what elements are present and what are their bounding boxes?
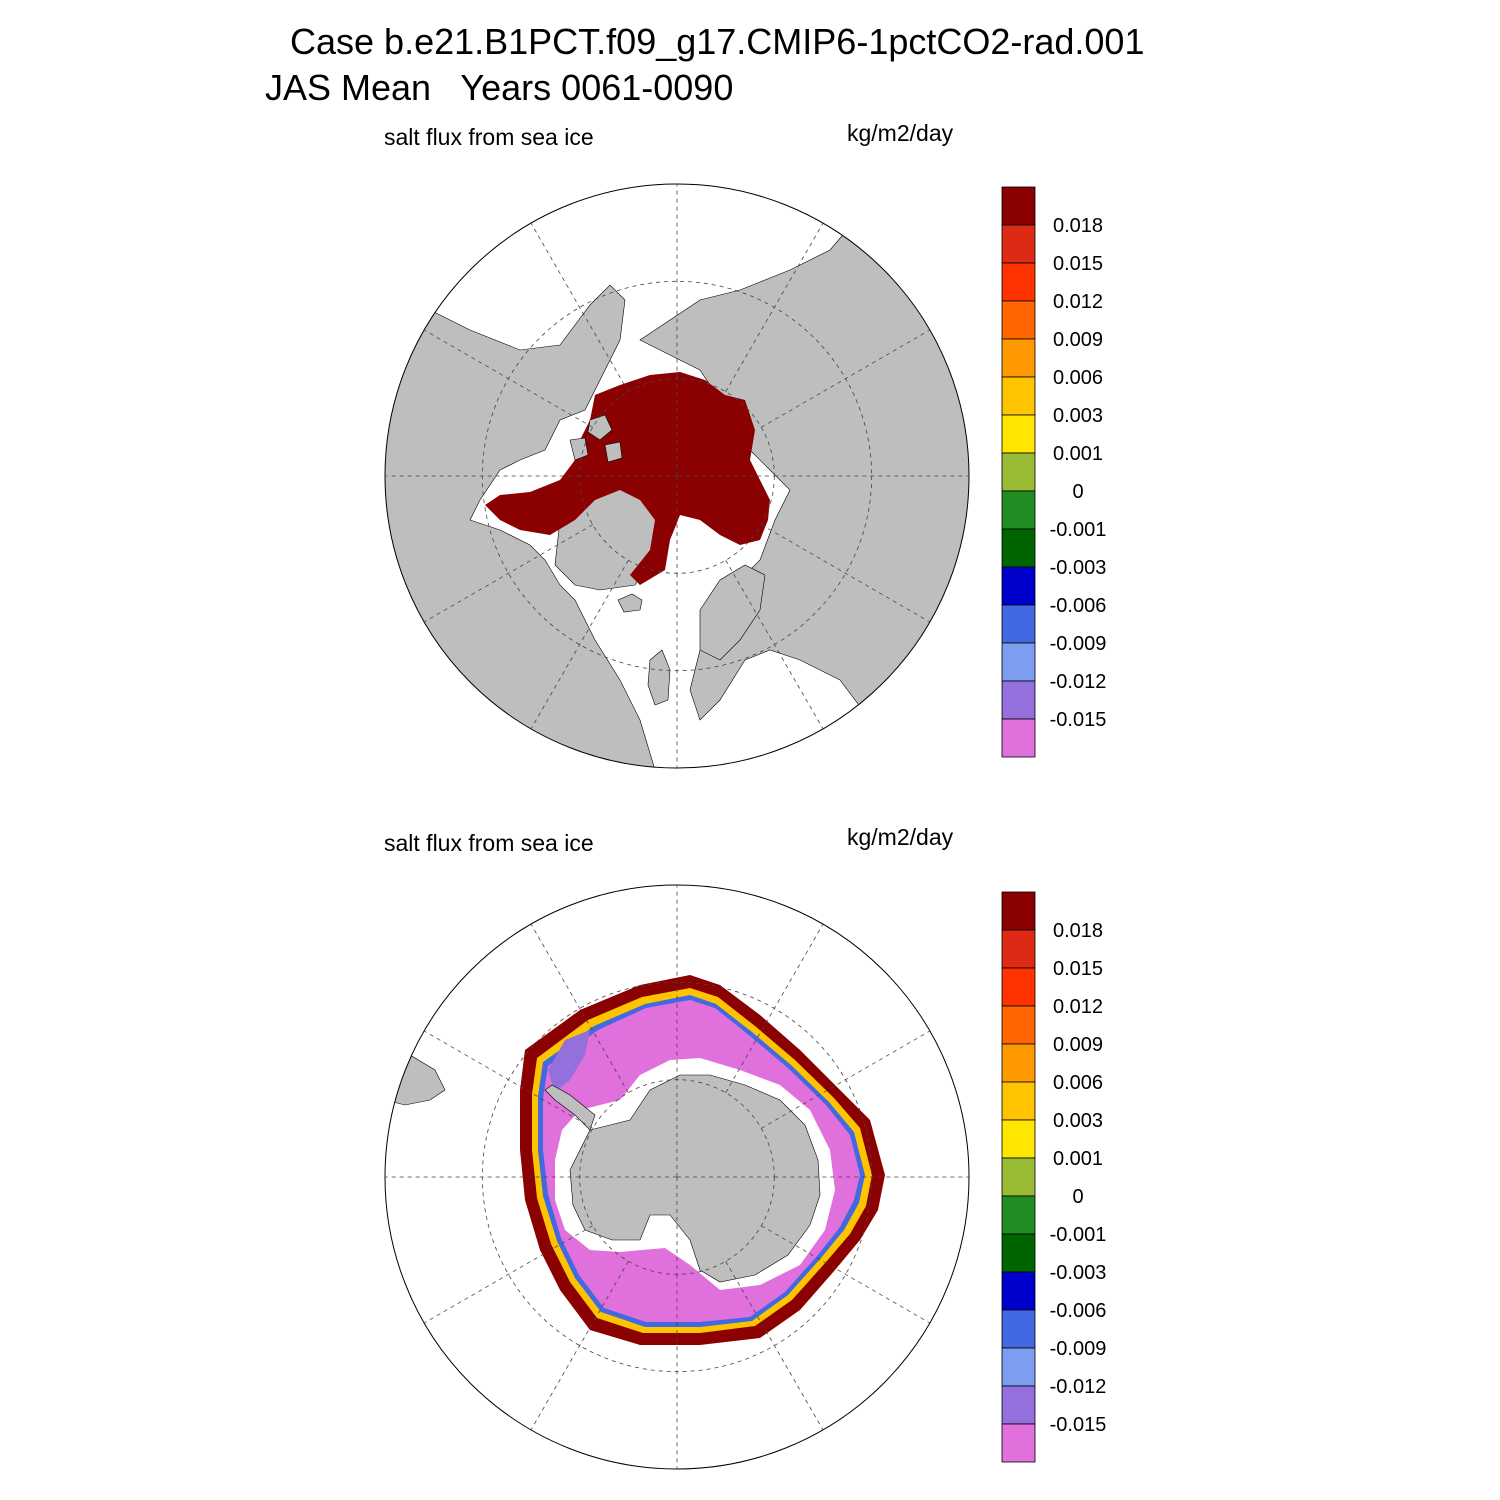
iceland-land (617, 593, 643, 613)
colorbar-swatch (1001, 967, 1036, 1007)
colorbar-level-label: -0.009 (1050, 1338, 1107, 1360)
colorbar-swatch (1001, 1119, 1036, 1159)
colorbar-swatch (1001, 1233, 1036, 1273)
colorbar-swatch (1001, 300, 1036, 340)
colorbar-level-label: -0.006 (1050, 1300, 1107, 1322)
meridian-line (725, 923, 824, 1093)
meridian-line (761, 524, 931, 623)
south-polar-map (384, 884, 970, 1470)
british-isles-land (647, 649, 671, 706)
north-units-label: kg/m2/day (847, 120, 954, 146)
colorbar-swatch (1001, 376, 1036, 416)
colorbar-swatch (1001, 1005, 1036, 1045)
meridian-line (423, 1225, 593, 1324)
colorbar-level-label: 0.003 (1053, 1110, 1103, 1132)
north-graticule (385, 184, 969, 768)
colorbar-level-label: -0.003 (1050, 557, 1107, 579)
colorbar-swatch (1001, 566, 1036, 606)
colorbar-level-label: 0.015 (1053, 253, 1103, 275)
meridian-line (761, 1225, 931, 1324)
figure-title-case: Case b.e21.B1PCT.f09_g17.CMIP6-1pctCO2-r… (290, 21, 1145, 62)
meridian-line (423, 329, 593, 428)
colorbar-level-label: 0.009 (1053, 329, 1103, 351)
colorbar-level-label: -0.001 (1050, 519, 1107, 541)
scandinavia-land (699, 564, 766, 661)
colorbar-level-label: 0.012 (1053, 291, 1103, 313)
colorbar-level-label: 0.001 (1053, 1148, 1103, 1170)
meridian-line (423, 1030, 593, 1129)
north-polar-map (384, 183, 970, 769)
colorbar-swatch (1001, 1157, 1036, 1197)
colorbar-swatch (1001, 262, 1036, 302)
meridian-line (725, 222, 824, 392)
colorbar-level-label: 0.012 (1053, 996, 1103, 1018)
colorbar-swatch (1001, 680, 1036, 720)
south-units-label: kg/m2/day (847, 824, 954, 850)
meridian-line (530, 560, 629, 730)
colorbar-swatch (1001, 186, 1036, 226)
colorbar-level-label: 0.006 (1053, 1072, 1103, 1094)
colorbar-swatch (1001, 452, 1036, 492)
colorbar-swatch (1001, 642, 1036, 682)
colorbar-level-label: 0.015 (1053, 958, 1103, 980)
meridian-line (530, 222, 629, 392)
colorbar-level-label: 0.003 (1053, 405, 1103, 427)
colorbar-swatch (1001, 929, 1036, 969)
colorbar-level-label: -0.001 (1050, 1224, 1107, 1246)
colorbar-swatch (1001, 1271, 1036, 1311)
colorbar-level-label: 0.018 (1053, 215, 1103, 237)
colorbar-level-label: 0.006 (1053, 367, 1103, 389)
colorbar-swatch (1001, 1423, 1036, 1463)
colorbar-swatch (1001, 528, 1036, 568)
colorbar-swatch (1001, 1081, 1036, 1121)
colorbar-swatch (1001, 490, 1036, 530)
colorbar-level-label: -0.009 (1050, 633, 1107, 655)
north-colorbar: 0.018 0.015 0.012 0.009 0.006 0.003 0.001 0 -0.0… (1001, 186, 1107, 758)
arctic-salt-flux-region (485, 372, 770, 585)
colorbar-level-label: -0.012 (1050, 671, 1107, 693)
colorbar-swatch (1001, 1347, 1036, 1387)
figure-title-season: JAS Mean Years 0061-0090 (265, 67, 734, 108)
colorbar-swatch (1001, 1043, 1036, 1083)
south-colorbar: 0.018 0.015 0.012 0.009 0.006 0.003 0.001 0 -0.0… (1001, 891, 1107, 1463)
meridian-line (530, 1261, 629, 1431)
south-graticule (385, 885, 969, 1469)
colorbar-swatch (1001, 604, 1036, 644)
colorbar-level-label: 0.018 (1053, 920, 1103, 942)
colorbar-level-label: 0 (1072, 1186, 1083, 1208)
north-variable-label: salt flux from sea ice (384, 124, 594, 150)
antarctica-land (569, 1074, 821, 1283)
colorbar-level-label: 0.001 (1053, 443, 1103, 465)
colorbar-level-label: -0.015 (1050, 709, 1107, 731)
meridian-line (725, 1261, 824, 1431)
meridian-line (761, 329, 931, 428)
colorbar-swatch (1001, 1195, 1036, 1235)
antarctic-peninsula-land (544, 1084, 596, 1131)
colorbar-swatch (1001, 224, 1036, 264)
colorbar-level-label: -0.015 (1050, 1414, 1107, 1436)
colorbar-swatch (1001, 338, 1036, 378)
colorbar-level-label: -0.003 (1050, 1262, 1107, 1284)
south-variable-label: salt flux from sea ice (384, 830, 594, 856)
colorbar-swatch (1001, 1385, 1036, 1425)
colorbar-swatch (1001, 718, 1036, 758)
meridian-line (725, 560, 824, 730)
colorbar-swatch (1001, 1309, 1036, 1349)
colorbar-level-label: -0.012 (1050, 1376, 1107, 1398)
colorbar-swatch (1001, 414, 1036, 454)
meridian-line (530, 923, 629, 1093)
meridian-line (423, 524, 593, 623)
colorbar-level-label: -0.006 (1050, 595, 1107, 617)
colorbar-level-label: 0 (1072, 481, 1083, 503)
meridian-line (761, 1030, 931, 1129)
weddell-purple-patch (548, 1030, 590, 1092)
colorbar-swatch (1001, 891, 1036, 931)
colorbar-level-label: 0.009 (1053, 1034, 1103, 1056)
